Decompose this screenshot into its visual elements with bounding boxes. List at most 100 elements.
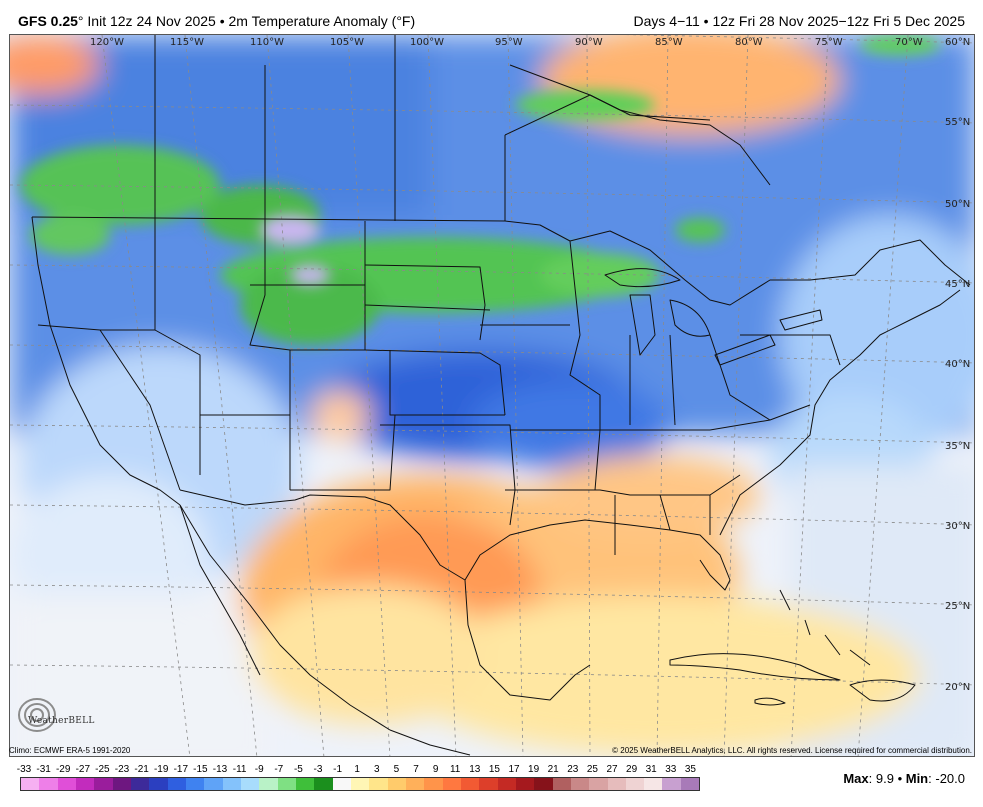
colorbar-tick-label: -17 — [173, 764, 189, 775]
colorbar-tick-label: 25 — [586, 764, 598, 775]
axis-labels: 120°W 115°W 110°W 105°W 100°W 95°W 90°W 85°W 80°… — [90, 37, 970, 693]
colorbar-tick-label: 9 — [432, 764, 439, 775]
map-canvas: 120°W 115°W 110°W 105°W 100°W 95°W 90°W 85°W 80°… — [10, 35, 974, 756]
colorbar-cell — [424, 778, 443, 790]
colorbar-tick-label: 29 — [626, 764, 638, 775]
colorbar-cell — [552, 778, 571, 790]
min-label: Min — [905, 771, 929, 786]
colorbar-tick-label: -27 — [75, 764, 91, 775]
longitude-label: 70°W — [895, 37, 923, 48]
colorbar-cell — [94, 778, 113, 790]
colorbar-tick-label: -11 — [232, 764, 247, 775]
colorbar-cell — [295, 778, 315, 790]
colorbar-tick-label: -5 — [293, 764, 303, 775]
colorbar-cell — [369, 778, 388, 790]
colorbar-tick-label: -9 — [254, 764, 264, 775]
colorbar-cell — [589, 778, 608, 790]
colorbar-tick-label: 21 — [547, 764, 559, 775]
colorbar-tick-label: -31 — [36, 764, 51, 775]
longitude-label: 95°W — [495, 37, 523, 48]
colorbar-cell — [644, 778, 663, 790]
colorbar-cell — [350, 778, 370, 790]
colorbar-cell — [680, 778, 700, 790]
latitude-label: 45°N — [945, 279, 970, 290]
colorbar-cell — [222, 778, 241, 790]
latitude-label: 20°N — [945, 682, 970, 693]
colorbar-cell — [534, 778, 553, 790]
latitude-label: 40°N — [945, 359, 970, 370]
colorbar-cell — [130, 778, 150, 790]
colorbar-cell — [515, 778, 535, 790]
colorbar-tick-label: 11 — [449, 764, 461, 775]
latitude-label: 60°N — [945, 37, 970, 48]
latitude-label: 35°N — [945, 441, 970, 452]
colorbar-tick-label: 5 — [393, 764, 400, 775]
colorbar-cell — [277, 778, 296, 790]
colorbar-cell — [259, 778, 278, 790]
colorbar-tick-label: -25 — [95, 764, 110, 775]
colorbar-tick-label: -7 — [274, 764, 284, 775]
colorbar-cell — [167, 778, 186, 790]
longitude-label: 80°W — [735, 37, 763, 48]
valid-period: Days 4−11 • 12z Fri 28 Nov 2025−12z Fri … — [633, 13, 966, 29]
colorbar-cell — [314, 778, 333, 790]
max-label: Max — [843, 771, 869, 786]
colorbar-cell — [662, 778, 681, 790]
map-title: GFS 0.25° Init 12z 24 Nov 2025 • 2m Temp… — [18, 13, 415, 29]
max-min-readout: Max: 9.9 • Min: -20.0 — [843, 771, 965, 786]
colorbar-cell — [240, 778, 260, 790]
colorbar-tick-label: -1 — [333, 764, 343, 775]
latitude-label: 50°N — [945, 199, 970, 210]
longitude-label: 100°W — [410, 37, 444, 48]
colorbar-cell — [497, 778, 516, 790]
longitude-label: 110°W — [250, 37, 284, 48]
colorbar-tick-label: -15 — [193, 764, 208, 775]
longitude-label: 85°W — [655, 37, 683, 48]
colorbar-cell — [204, 778, 223, 790]
colorbar-tick-label: -23 — [114, 764, 130, 775]
longitude-label: 90°W — [575, 37, 603, 48]
colorbar-cell — [387, 778, 406, 790]
colorbar-tick-label: -21 — [134, 764, 149, 775]
longitude-label: 120°W — [90, 37, 124, 48]
weatherbell-logo — [18, 698, 56, 732]
colorbar-cell — [607, 778, 626, 790]
political-boundaries — [31, 35, 971, 756]
longitude-label: 105°W — [330, 37, 364, 48]
latitude-label: 25°N — [945, 601, 970, 612]
chart-header: GFS 0.25° Init 12z 24 Nov 2025 • 2m Temp… — [0, 0, 983, 33]
colorbar-tick-label: 27 — [606, 764, 618, 775]
colorbar-cell — [149, 778, 168, 790]
colorbar-ticks: -33 -31 -29 -27 -25 -23 -21 -19 -17 -15 -13 -11 -9 -7… — [14, 764, 704, 776]
colorbar-cell — [112, 778, 131, 790]
colorbar-tick-label: 3 — [374, 764, 380, 775]
colorbar-cell — [479, 778, 498, 790]
colorbar-cell — [460, 778, 480, 790]
colorbar-cell — [625, 778, 645, 790]
copyright-note: © 2025 WeatherBELL Analytics, LLC. All r… — [612, 746, 972, 755]
latitude-label: 55°N — [945, 117, 970, 128]
colorbar-tick-label: 23 — [567, 764, 579, 775]
colorbar-cell — [39, 778, 58, 790]
colorbar-cell — [21, 778, 40, 790]
climo-note: Climo: ECMWF ERA-5 1991-2020 — [9, 746, 131, 755]
colorbar-tick-label: -33 — [16, 764, 32, 775]
anomaly-map: 120°W 115°W 110°W 105°W 100°W 95°W 90°W 85°W 80°… — [9, 34, 975, 757]
colorbar-cell — [185, 778, 205, 790]
longitude-label: 75°W — [815, 37, 843, 48]
colorbar-tick-label: -19 — [153, 764, 169, 775]
anomaly-field — [10, 35, 974, 756]
purple-cold-spots — [260, 215, 330, 285]
colorbar-tick-label: 15 — [488, 764, 500, 775]
init-and-variable: Init 12z 24 Nov 2025 • 2m Temperature An… — [83, 13, 416, 29]
model-name: GFS 0.25 — [18, 13, 78, 29]
colorbar-tick-label: 31 — [645, 764, 657, 775]
colorbar-cell — [442, 778, 461, 790]
colorbar-tick-label: -13 — [212, 764, 228, 775]
colorbar — [20, 777, 700, 791]
colorbar-cell — [57, 778, 76, 790]
colorbar-tick-label: 17 — [508, 764, 520, 775]
latitude-label: 30°N — [945, 521, 970, 532]
colorbar-tick-label: 19 — [528, 764, 540, 775]
colorbar-tick-label: 13 — [469, 764, 481, 775]
